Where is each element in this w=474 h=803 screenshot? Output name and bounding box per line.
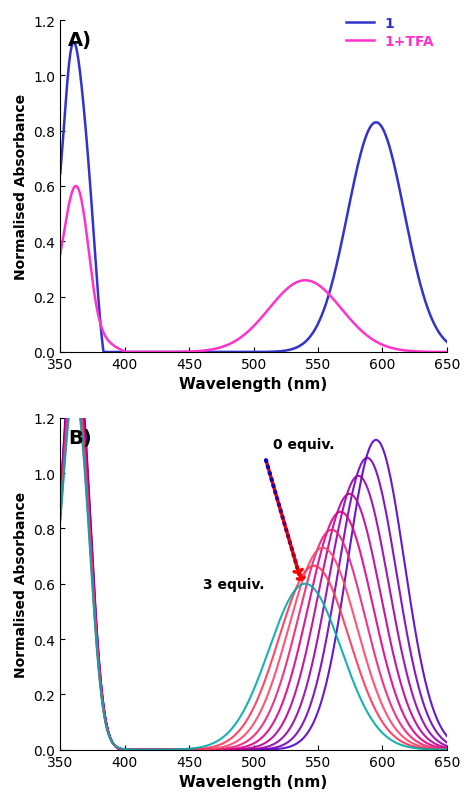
- 1+TFA: [57, 250, 63, 259]
- 1: [57, 169, 63, 179]
- Line: 1: 1: [60, 43, 447, 353]
- 1: [360, 143, 365, 153]
- Y-axis label: Normalised Absorbance: Normalised Absorbance: [14, 491, 28, 677]
- 1+TFA: [367, 333, 373, 343]
- 1+TFA: [215, 344, 220, 353]
- 1+TFA: [228, 339, 234, 349]
- Line: 1+TFA: 1+TFA: [60, 187, 447, 353]
- 1: [367, 124, 373, 134]
- 1: [228, 348, 234, 357]
- 1: [444, 337, 450, 347]
- 1: [97, 316, 103, 326]
- Text: A): A): [68, 31, 92, 50]
- Y-axis label: Normalised Absorbance: Normalised Absorbance: [14, 94, 28, 279]
- Text: B): B): [68, 428, 91, 447]
- X-axis label: Wavelength (nm): Wavelength (nm): [180, 774, 328, 789]
- Legend: 1, 1+TFA: 1, 1+TFA: [340, 11, 440, 55]
- 1: [101, 348, 107, 357]
- 1: [71, 39, 77, 48]
- 1+TFA: [324, 287, 329, 297]
- 1+TFA: [123, 348, 129, 357]
- Text: 3 equiv.: 3 equiv.: [203, 577, 265, 591]
- 1+TFA: [97, 319, 103, 328]
- X-axis label: Wavelength (nm): Wavelength (nm): [180, 377, 328, 392]
- Text: 0 equiv.: 0 equiv.: [273, 438, 335, 451]
- 1+TFA: [73, 182, 79, 192]
- 1+TFA: [360, 328, 365, 337]
- 1: [215, 348, 220, 357]
- 1: [324, 298, 329, 308]
- 1+TFA: [444, 348, 450, 357]
